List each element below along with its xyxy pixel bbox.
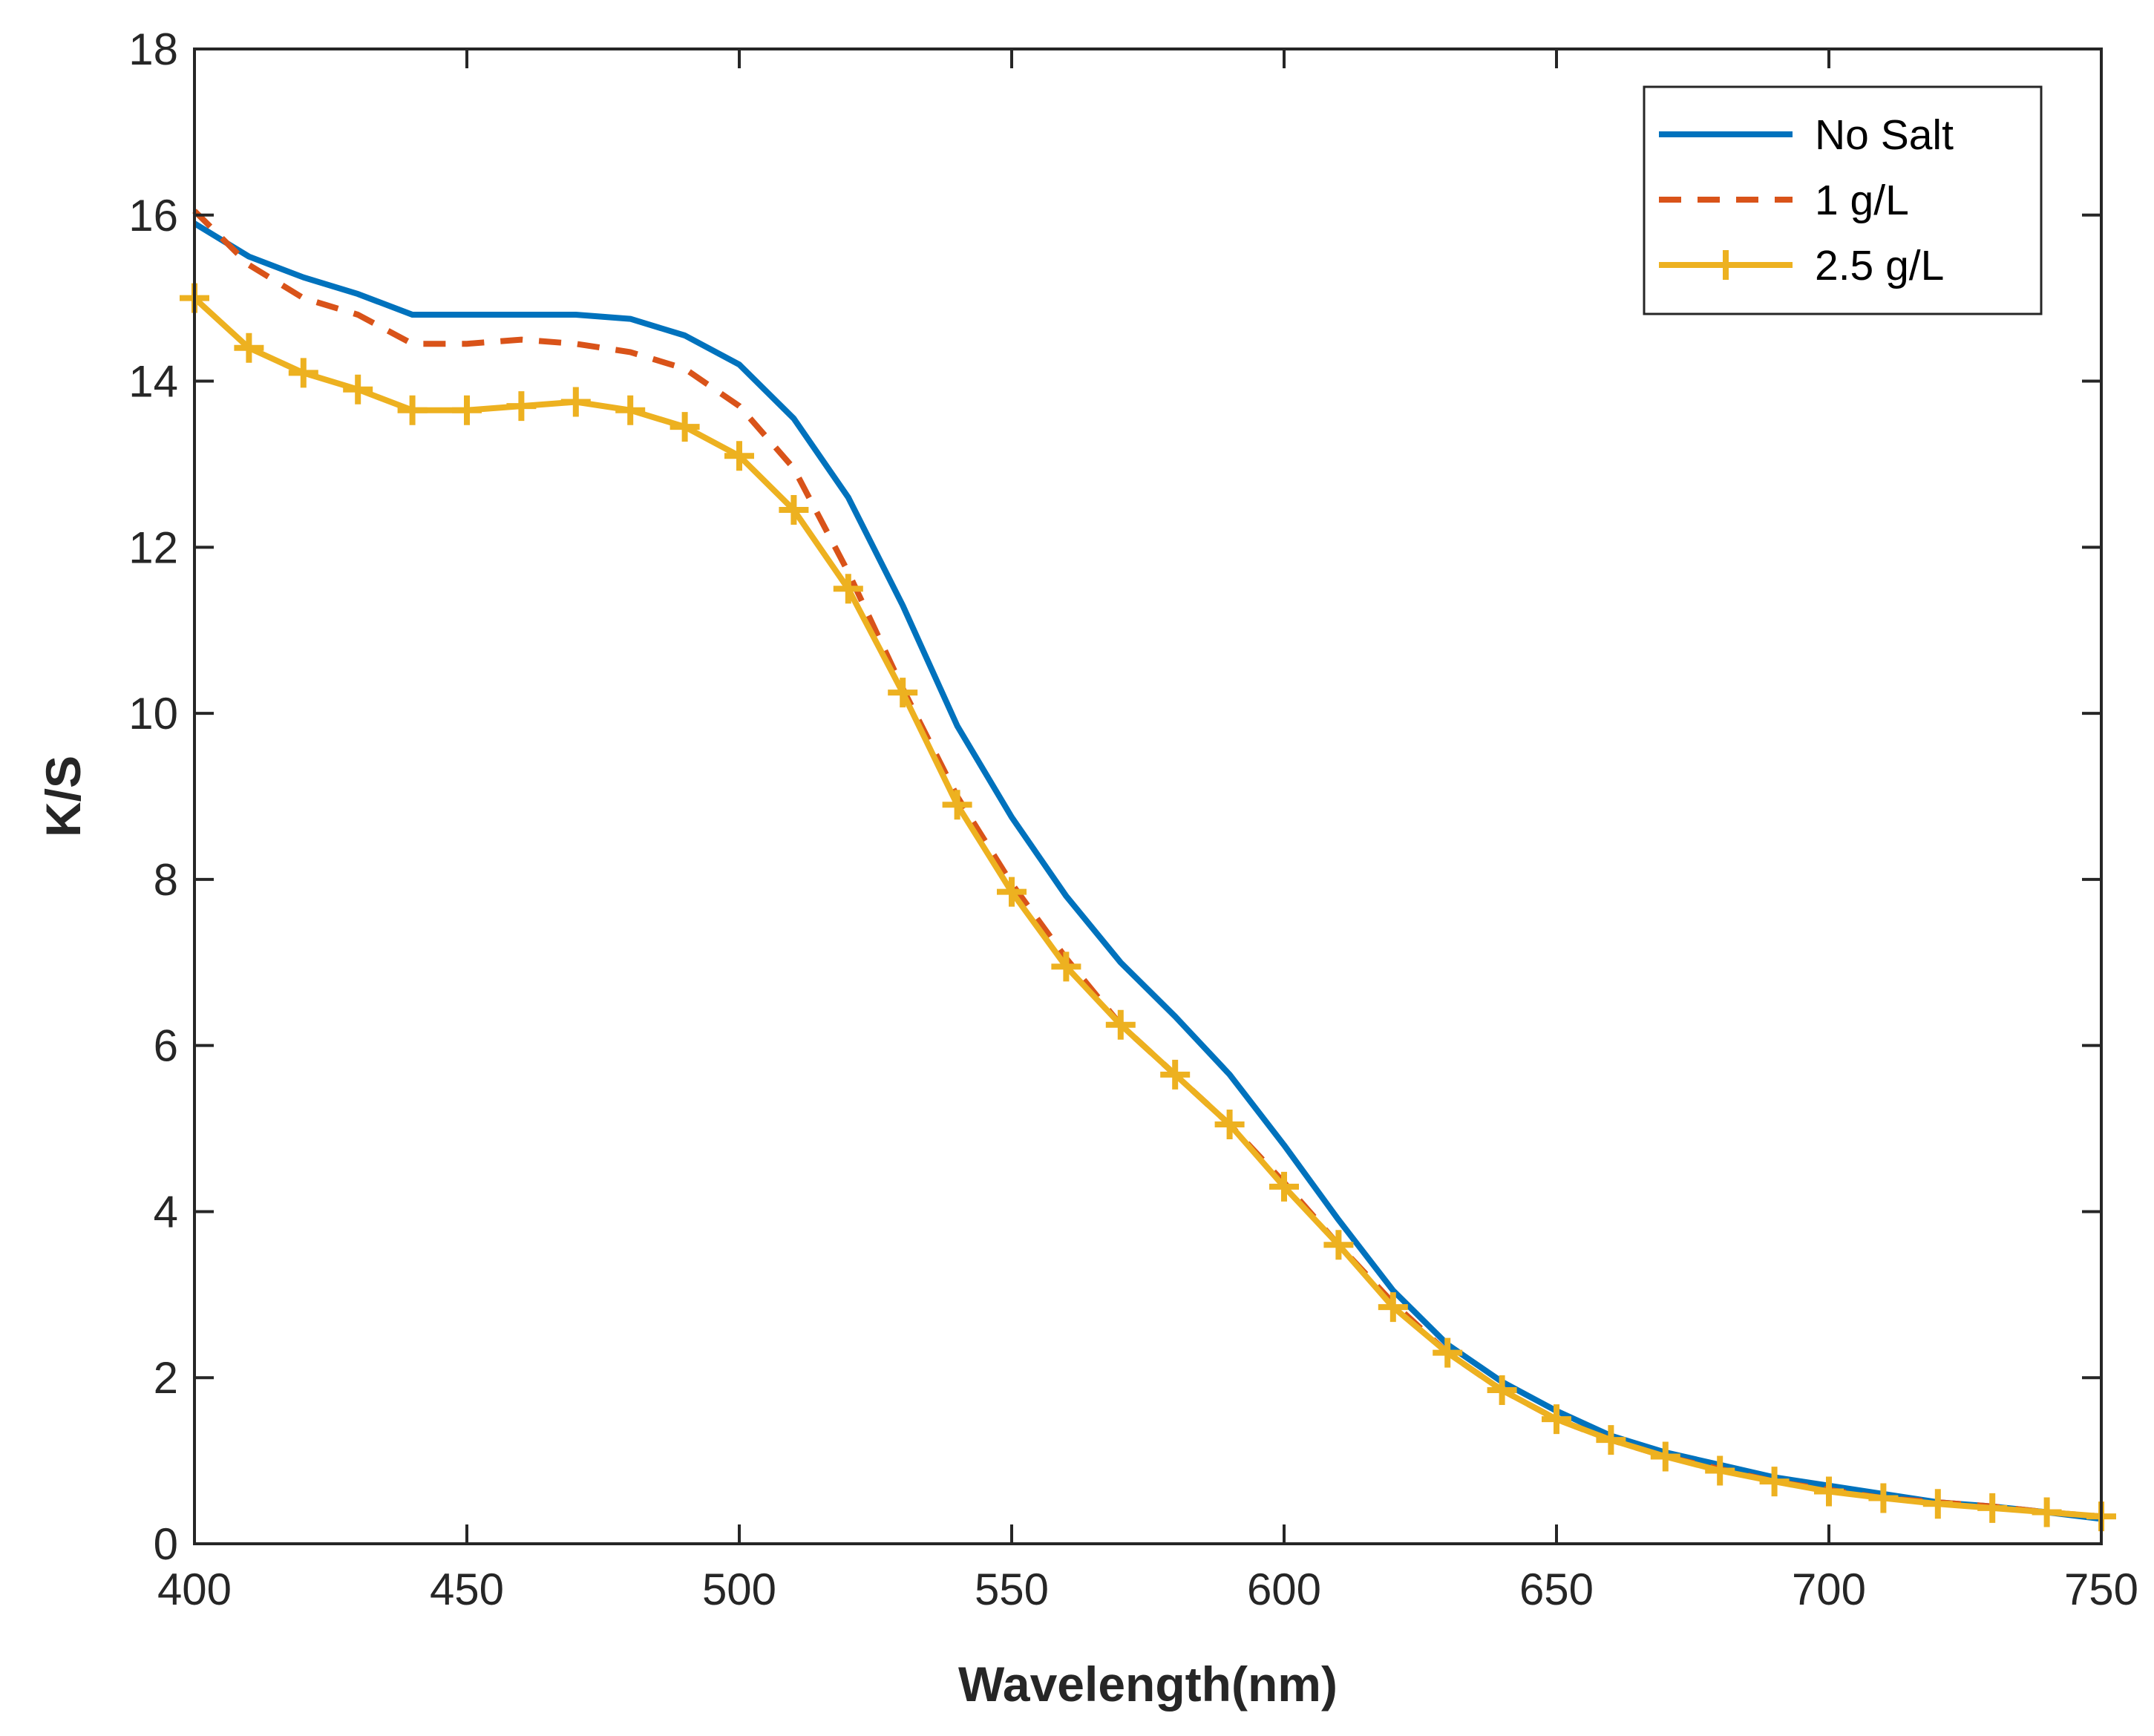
series-marker-2	[2032, 1497, 2062, 1527]
x-axis-title: Wavelength(nm)	[958, 1657, 1338, 1712]
series-marker-2	[397, 395, 428, 425]
x-tick-label: 500	[702, 1565, 776, 1614]
series-marker-2	[833, 574, 863, 604]
y-tick-label: 18	[128, 24, 178, 74]
series-marker-2	[288, 358, 318, 388]
x-tick-label: 600	[1247, 1565, 1321, 1614]
y-tick-labels: 0 2 4 6 8 10 12 14 16 18	[128, 24, 178, 1569]
series-marker-2	[1922, 1489, 1953, 1519]
y-tick-label: 8	[154, 855, 178, 905]
legend-label-0: No Salt	[1815, 111, 1954, 159]
legend-label-2: 2.5 g/L	[1815, 242, 1944, 289]
series-marker-2	[452, 395, 482, 425]
series-marker-2	[1051, 951, 1081, 982]
series-marker-2	[1269, 1171, 1299, 1202]
series-marker-2	[997, 877, 1027, 907]
legend-items: No Salt 1 g/L 2.5 g/L	[1659, 111, 1954, 289]
legend: No Salt 1 g/L 2.5 g/L	[1643, 85, 2043, 315]
series-marker-2	[1977, 1493, 2008, 1523]
series-marker-2	[942, 790, 972, 820]
series-marker-2	[670, 412, 700, 442]
y-tick-label: 10	[128, 689, 178, 738]
series-marker-2	[1105, 1009, 1136, 1040]
series-marker-2	[1378, 1292, 1408, 1323]
series-marker-2	[1323, 1230, 1354, 1260]
series-marker-2	[1650, 1441, 1680, 1472]
series-marker-2	[724, 441, 754, 471]
y-tick-label: 4	[154, 1187, 178, 1237]
series-marker-2	[234, 333, 264, 363]
series-marker-2	[1542, 1404, 1571, 1435]
series-marker-2	[1487, 1375, 1517, 1406]
series-marker-2	[1596, 1425, 1626, 1455]
x-tick-label: 650	[1519, 1565, 1594, 1614]
y-tick-label: 0	[154, 1519, 178, 1569]
series-marker-2	[1160, 1059, 1191, 1090]
x-tick-labels: 400 450 500 550 600 650 700 750	[157, 1565, 2138, 1614]
series-marker-2	[1759, 1467, 1790, 1497]
x-tick-label: 550	[975, 1565, 1049, 1614]
x-tick-label: 700	[1792, 1565, 1866, 1614]
y-tick-label: 2	[154, 1353, 178, 1403]
legend-marker-2	[1711, 250, 1741, 280]
series-marker-2	[1868, 1483, 1899, 1513]
legend-label-1: 1 g/L	[1815, 177, 1909, 224]
x-tick-label: 750	[2064, 1565, 2138, 1614]
series-marker-2	[1705, 1455, 1735, 1486]
y-tick-label: 12	[128, 523, 178, 572]
series-marker-2	[779, 494, 809, 525]
x-tick-label: 400	[157, 1565, 232, 1614]
series-layer	[180, 209, 2116, 1532]
y-tick-label: 14	[128, 357, 178, 407]
series-marker-2	[888, 678, 918, 708]
y-axis-title: K/S	[36, 756, 91, 837]
series-marker-2	[1814, 1476, 1844, 1507]
series-marker-2	[506, 391, 537, 422]
y-tick-label: 6	[154, 1021, 178, 1071]
ticks-layer	[193, 48, 2103, 1545]
x-tick-label: 450	[430, 1565, 504, 1614]
series-marker-2	[1433, 1337, 1463, 1368]
series-marker-2	[560, 387, 591, 417]
series-marker-2	[1214, 1109, 1245, 1139]
y-tick-label: 16	[128, 191, 178, 240]
series-marker-2	[615, 395, 646, 425]
series-marker-2	[343, 374, 373, 404]
axes-box	[193, 48, 2103, 1545]
